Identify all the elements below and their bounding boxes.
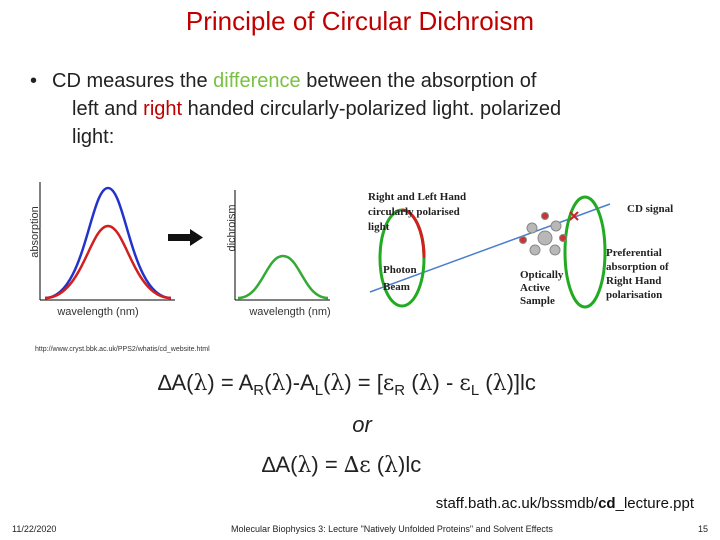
- highlight: difference: [213, 70, 300, 92]
- curve: [237, 254, 329, 300]
- arrow: [190, 229, 203, 246]
- text: Preferential: [606, 247, 662, 259]
- equation: ∆A(λ) = AR(λ)-AL(λ) = [εR (λ) - εL (λ)]l…: [158, 370, 536, 399]
- shape: [541, 212, 549, 220]
- text: absorption of: [606, 261, 669, 273]
- axis-label: wavelength (nm): [56, 306, 138, 318]
- highlight: right: [143, 98, 182, 120]
- equations: ∆A(λ) = AR(λ)-AL(λ) = [εR (λ) - εL (λ)]l…: [158, 370, 536, 478]
- text: and: [99, 98, 143, 120]
- cd-diagram: Right and Left Hand circularly polarised l…: [368, 191, 673, 309]
- text: (: [264, 370, 272, 395]
- text: λ: [297, 453, 311, 478]
- bullet-line: CD measures the difference between the a…: [52, 70, 537, 92]
- text: cd: [598, 495, 616, 512]
- text: left: [72, 98, 99, 120]
- axis-label: absorption: [29, 206, 41, 257]
- text: circularly polarised: [368, 206, 460, 218]
- axis-label: dichroism: [226, 204, 238, 251]
- text: (: [479, 370, 493, 395]
- cd-signal: [563, 195, 607, 309]
- text: Optically: [520, 269, 564, 281]
- text: Active: [520, 282, 550, 294]
- text: ∆A(: [262, 452, 298, 477]
- absorption-figure: absorption wavelength (nm) dichroism wav…: [29, 182, 331, 318]
- text: staff.bath.ac.uk/bssmdb/: [436, 495, 599, 512]
- text: Right and Left Hand: [368, 191, 466, 203]
- bullet-line: light:: [72, 126, 114, 148]
- label: Right and Left Hand circularly polarised l…: [368, 191, 466, 233]
- text: ε: [459, 371, 470, 396]
- text: ) = [: [344, 370, 383, 395]
- text: λ: [419, 371, 433, 396]
- page-number: 15: [698, 524, 708, 534]
- text: handed circularly-polarized light. polar…: [182, 98, 561, 120]
- text: _lecture.ppt: [615, 495, 695, 512]
- bullet: • CD measures the difference between the…: [30, 70, 561, 148]
- shape: [519, 236, 527, 244]
- text: Sample: [520, 295, 555, 307]
- shape: [559, 234, 567, 242]
- footer-date: 11/22/2020: [12, 524, 56, 534]
- curve: [44, 186, 172, 300]
- shape: [529, 244, 541, 256]
- equation: ∆A(λ) = ∆ε (λ)lc: [262, 452, 421, 478]
- text: light: [368, 221, 390, 233]
- axis-label: wavelength (nm): [248, 306, 330, 318]
- text: R: [394, 382, 405, 399]
- equation: or: [352, 412, 373, 437]
- text: (: [323, 370, 331, 395]
- text: L: [471, 382, 479, 399]
- marker: [569, 211, 579, 221]
- text: (: [371, 452, 385, 477]
- bullet-line: left and right handed circularly-polariz…: [72, 98, 561, 120]
- shape: [537, 230, 553, 246]
- text: L: [315, 382, 323, 399]
- label: CD signal: [627, 203, 673, 215]
- text: ) -: [433, 370, 460, 395]
- shape: [550, 220, 562, 232]
- molecule: [519, 212, 567, 256]
- text: Photon: [383, 264, 417, 276]
- text: R: [253, 382, 264, 399]
- title: Principle of Circular Dichroism: [186, 6, 534, 36]
- text: λ: [493, 371, 507, 396]
- text: λ: [330, 371, 344, 396]
- text: ∆A(: [158, 370, 194, 395]
- text: )lc: [398, 452, 421, 477]
- text: )]lc: [507, 370, 536, 395]
- shape: [526, 222, 538, 234]
- text: λ: [193, 371, 207, 396]
- text: ∆ε: [344, 453, 371, 478]
- text: ) =: [311, 452, 343, 477]
- text: λ: [271, 371, 285, 396]
- url: http://www.cryst.bbk.ac.uk/PPS2/whatis/c…: [35, 346, 210, 353]
- text: )-A: [285, 370, 315, 395]
- footer-text: Molecular Biophysics 3: Lecture "Nativel…: [231, 524, 553, 534]
- polarisation: [401, 208, 426, 259]
- label: Preferential absorption of Right Hand polar…: [606, 247, 669, 301]
- text: ) = A: [207, 370, 253, 395]
- text: λ: [384, 453, 398, 478]
- text: between the absorption of: [301, 70, 537, 92]
- text: polarisation: [606, 289, 662, 301]
- source: staff.bath.ac.uk/bssmdb/cd_lecture.ppt: [436, 495, 695, 512]
- text: (: [405, 370, 419, 395]
- text: Right Hand: [606, 275, 661, 287]
- curve: [44, 224, 172, 300]
- text: CD measures the: [52, 70, 213, 92]
- label: Optically Active Sample: [520, 269, 564, 307]
- bullet-dot: •: [30, 70, 37, 92]
- text: Beam: [383, 281, 410, 293]
- shape: [549, 244, 561, 256]
- arrow: [168, 234, 192, 241]
- label: Photon Beam: [383, 264, 417, 293]
- text: ε: [383, 371, 394, 396]
